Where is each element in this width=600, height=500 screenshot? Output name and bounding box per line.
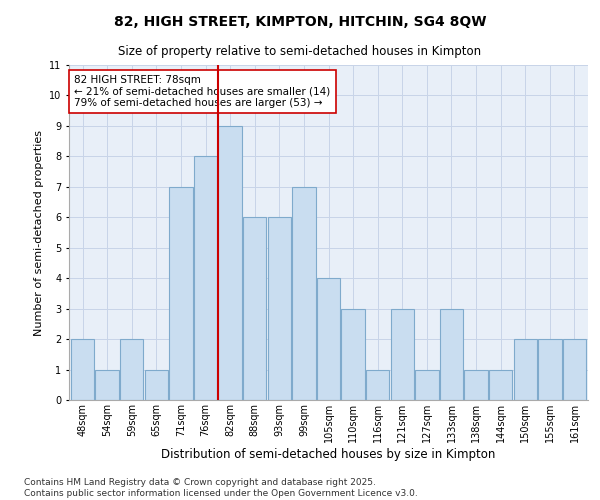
Bar [169, 187, 193, 400]
Bar [415, 370, 439, 400]
Bar [464, 370, 488, 400]
X-axis label: Distribution of semi-detached houses by size in Kimpton: Distribution of semi-detached houses by … [161, 448, 496, 460]
Bar [514, 339, 537, 400]
Bar [194, 156, 217, 400]
Bar [218, 126, 242, 400]
Bar [292, 187, 316, 400]
Text: 82, HIGH STREET, KIMPTON, HITCHIN, SG4 8QW: 82, HIGH STREET, KIMPTON, HITCHIN, SG4 8… [114, 15, 486, 29]
Text: Size of property relative to semi-detached houses in Kimpton: Size of property relative to semi-detach… [118, 45, 482, 58]
Bar [71, 339, 94, 400]
Bar [145, 370, 168, 400]
Bar [317, 278, 340, 400]
Bar [391, 308, 414, 400]
Bar [366, 370, 389, 400]
Bar [440, 308, 463, 400]
Bar [120, 339, 143, 400]
Text: 82 HIGH STREET: 78sqm
← 21% of semi-detached houses are smaller (14)
79% of semi: 82 HIGH STREET: 78sqm ← 21% of semi-deta… [74, 75, 331, 108]
Bar [489, 370, 512, 400]
Bar [243, 218, 266, 400]
Bar [341, 308, 365, 400]
Text: Contains HM Land Registry data © Crown copyright and database right 2025.
Contai: Contains HM Land Registry data © Crown c… [24, 478, 418, 498]
Bar [538, 339, 562, 400]
Bar [95, 370, 119, 400]
Y-axis label: Number of semi-detached properties: Number of semi-detached properties [34, 130, 44, 336]
Bar [268, 218, 291, 400]
Bar [563, 339, 586, 400]
